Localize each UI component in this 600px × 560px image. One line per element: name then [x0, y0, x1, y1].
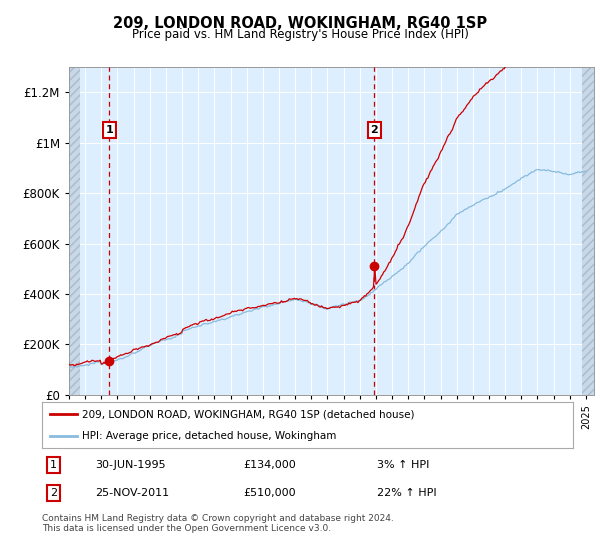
- Text: 3% ↑ HPI: 3% ↑ HPI: [377, 460, 429, 470]
- Text: £510,000: £510,000: [244, 488, 296, 498]
- Text: Price paid vs. HM Land Registry's House Price Index (HPI): Price paid vs. HM Land Registry's House …: [131, 28, 469, 41]
- Text: 209, LONDON ROAD, WOKINGHAM, RG40 1SP (detached house): 209, LONDON ROAD, WOKINGHAM, RG40 1SP (d…: [82, 409, 415, 419]
- Bar: [582, 67, 594, 395]
- Bar: [69, 67, 80, 395]
- Text: 22% ↑ HPI: 22% ↑ HPI: [377, 488, 436, 498]
- Text: 1: 1: [106, 125, 113, 135]
- Text: 30-JUN-1995: 30-JUN-1995: [95, 460, 166, 470]
- Text: £134,000: £134,000: [244, 460, 296, 470]
- Text: HPI: Average price, detached house, Wokingham: HPI: Average price, detached house, Woki…: [82, 431, 336, 441]
- Text: 2: 2: [50, 488, 57, 498]
- Text: 1: 1: [50, 460, 57, 470]
- Text: 209, LONDON ROAD, WOKINGHAM, RG40 1SP: 209, LONDON ROAD, WOKINGHAM, RG40 1SP: [113, 16, 487, 31]
- Text: 2: 2: [370, 125, 378, 135]
- Text: Contains HM Land Registry data © Crown copyright and database right 2024.
This d: Contains HM Land Registry data © Crown c…: [42, 514, 394, 534]
- Text: 25-NOV-2011: 25-NOV-2011: [95, 488, 169, 498]
